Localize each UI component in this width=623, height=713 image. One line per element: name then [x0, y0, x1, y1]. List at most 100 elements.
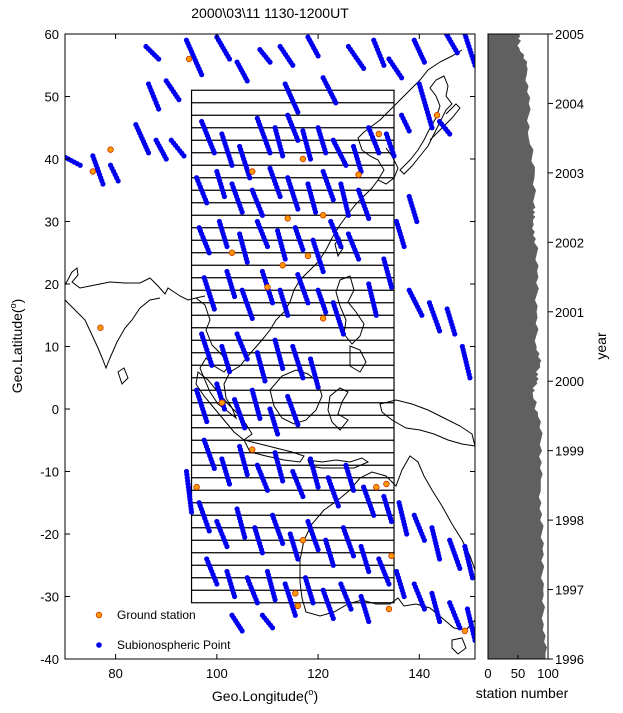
y-tick-label: -10 [40, 465, 59, 480]
year-tick-label: 1996 [555, 652, 584, 667]
subionospheric-point [421, 59, 427, 65]
subionospheric-point [209, 362, 215, 368]
ground-station-point [383, 480, 390, 488]
subionospheric-point [469, 575, 475, 581]
ground-station-point [228, 249, 236, 256]
subionospheric-point [295, 556, 301, 562]
subionospheric-point [457, 625, 463, 631]
ground-station-point [388, 552, 395, 560]
subionospheric-point [323, 309, 329, 315]
subionospheric-point [315, 384, 321, 390]
subionospheric-point [239, 628, 245, 634]
subionospheric-point [254, 600, 260, 606]
station-tick-label: 0 [484, 666, 491, 681]
subionospheric-point [290, 62, 296, 68]
legend-subionospheric-label: Subionospheric Point [117, 638, 231, 652]
ground-station-point [299, 537, 307, 544]
subionospheric-point [442, 28, 447, 33]
subionospheric-point [274, 431, 281, 437]
subionospheric-point [454, 50, 460, 56]
subionospheric-point [264, 487, 271, 493]
subionospheric-point [145, 150, 152, 156]
year-tick-label: 2003 [555, 166, 584, 181]
subionospheric-point [199, 72, 205, 78]
station-count-area [488, 34, 547, 659]
ground-station-point [97, 324, 104, 331]
subionospheric-point [452, 331, 458, 337]
year-tick-label: 2002 [555, 235, 584, 250]
subionospheric-point [269, 300, 276, 306]
y-tick-label: 0 [52, 402, 59, 417]
ground-stations [89, 55, 469, 635]
subionospheric-point [361, 65, 367, 71]
station-tick-label: 100 [537, 666, 559, 681]
subionospheric-point [373, 312, 379, 318]
subionospheric-point [295, 137, 301, 143]
subionospheric-point [206, 528, 212, 534]
subionospheric-point [401, 243, 407, 250]
subionospheric-point [436, 556, 443, 562]
subionospheric-point [333, 100, 339, 106]
subionospheric-point [269, 625, 276, 631]
subionospheric-point [429, 125, 435, 131]
subionospheric-point [267, 59, 273, 65]
x-tick-label: 80 [108, 666, 122, 681]
subionospheric-point [244, 78, 250, 84]
subionospheric-point [292, 612, 298, 618]
subionospheric-point [282, 256, 288, 262]
subionospheric-point [323, 150, 329, 156]
legend-ground-station-label: Ground station [117, 608, 196, 622]
subionospheric-point [156, 106, 162, 112]
subionospheric-point [244, 356, 250, 362]
subionospheric-point [181, 153, 187, 159]
subionospheric-point [472, 637, 475, 643]
subionospheric-point [156, 56, 162, 62]
subionospheric-point [226, 56, 233, 62]
year-axis-label: year [593, 332, 609, 360]
grid-box [190, 89, 395, 604]
subionospheric-point [366, 618, 372, 625]
ground-station-point [304, 252, 312, 260]
ground-station-point [279, 262, 286, 269]
subionospheric-point [262, 378, 268, 384]
year-axis: 1996 1997 1998 1999 2000 2001 2002 2003 2004 2005 [548, 27, 584, 667]
subionospheric-point [295, 109, 301, 115]
subionospheric-point [285, 312, 291, 318]
ground-station-point [294, 602, 302, 610]
subionospheric-point [226, 368, 233, 375]
year-tick-label: 1999 [555, 444, 584, 459]
subionospheric-point [345, 212, 352, 218]
subionospheric-point [211, 150, 217, 156]
subionospheric-point [350, 553, 357, 559]
subionospheric-point [305, 300, 311, 306]
y-tick-label: 50 [45, 90, 59, 105]
subionospheric-point [267, 150, 273, 156]
x-axis-label: Geo.Longitude(o) [212, 687, 318, 704]
subionospheric-point [343, 162, 349, 168]
subionospheric-point [206, 250, 212, 256]
subionospheric-point [204, 418, 210, 425]
subionospheric-point [315, 484, 321, 490]
subionospheric-point [406, 128, 412, 134]
subionospheric-point [264, 243, 271, 250]
map-plot-area [65, 34, 475, 659]
legend: Ground station Subionospheric Point [95, 608, 231, 652]
y-tick-label: 10 [45, 340, 59, 355]
subionospheric-point [421, 537, 427, 543]
subionospheric-points [65, 28, 475, 643]
subionospheric-point [204, 200, 210, 206]
subionospheric-point [221, 406, 228, 412]
year-tick-label: 2004 [555, 96, 584, 111]
subionospheric-point [355, 256, 362, 262]
y-tick-label: 40 [45, 152, 59, 167]
subionospheric-point [330, 615, 336, 621]
year-tick-label: 1998 [555, 513, 584, 528]
subionospheric-point [376, 150, 382, 156]
subionospheric-point [277, 193, 283, 200]
ground-station-point [299, 155, 307, 163]
subionospheric-point [65, 155, 66, 157]
subionospheric-point [272, 597, 278, 603]
subionospheric-point [226, 481, 233, 487]
ground-station-point [193, 483, 200, 491]
